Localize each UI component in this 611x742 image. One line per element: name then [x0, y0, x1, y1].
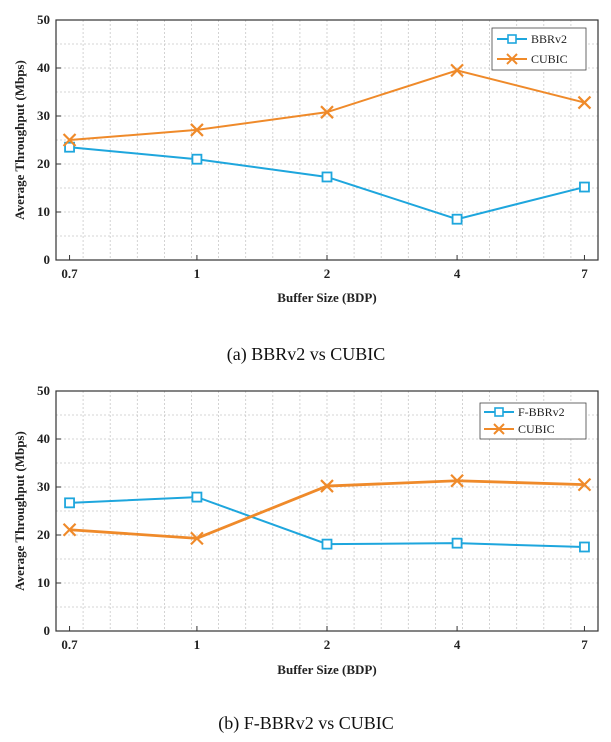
legend-marker-bbr-b: [494, 407, 504, 417]
chart-a: 0 10 20 30 40 50 0.7 1 2 4 7 Buffer Size (BDP) Av…: [12, 12, 599, 365]
caption-a: (a) BBRv2 vs CUBIC: [227, 344, 386, 365]
point-a-0-0: [64, 141, 75, 153]
series-b: [62, 473, 592, 553]
legend-marker-cubic-b: [493, 423, 505, 435]
y-axis-label-a: Average Throughput (Mbps): [12, 60, 27, 220]
y-tick-label-a-5: 50: [37, 12, 50, 27]
x-axis-label-b: Buffer Size (BDP): [277, 662, 376, 677]
y-tick-label-a-3: 30: [37, 108, 50, 123]
grid-b: [56, 391, 598, 631]
x-ticks-a: 0.7 1 2 4 7: [61, 255, 588, 281]
point-b-1-2: [320, 479, 334, 493]
point-a-0-1: [191, 153, 203, 165]
y-tick-label-a-0: 0: [44, 252, 51, 267]
y-tick-label-b-1: 10: [37, 575, 50, 590]
x-tick-label-b-0: 0.7: [61, 637, 78, 652]
y-tick-label-a-2: 20: [37, 156, 50, 171]
legend-label-bbr-a: BBRv2: [531, 32, 567, 46]
legend-label-bbr-b: F-BBRv2: [518, 405, 565, 419]
point-a-1-4: [577, 95, 592, 110]
x-axis-label-a: Buffer Size (BDP): [277, 290, 376, 305]
x-tick-label-b-1: 1: [194, 637, 201, 652]
point-a-0-4: [579, 181, 590, 193]
y-axis-label-b: Average Throughput (Mbps): [12, 431, 27, 591]
legend-label-cubic-b: CUBIC: [518, 422, 555, 436]
point-b-1-1: [190, 531, 204, 546]
legend-a: BBRv2 CUBIC: [491, 27, 587, 71]
x-tick-label-a-1: 1: [194, 266, 201, 281]
y-ticks-a: 0 10 20 30 40 50: [37, 12, 61, 267]
point-b-0-1: [191, 491, 203, 503]
point-a-1-3: [450, 63, 464, 78]
legend-marker-cubic-a: [506, 53, 518, 65]
point-b-1-3: [450, 473, 464, 488]
legend-b: F-BBRv2 CUBIC: [479, 402, 587, 440]
point-a-1-0: [62, 133, 77, 147]
y-tick-label-a-4: 40: [37, 60, 50, 75]
x-tick-label-b-4: 7: [581, 637, 588, 652]
point-a-0-3: [451, 213, 463, 225]
point-b-1-0: [62, 522, 77, 537]
x-tick-label-b-3: 4: [454, 637, 461, 652]
series-a: [62, 63, 592, 225]
point-a-1-2: [320, 105, 334, 119]
x-tick-label-a-2: 2: [324, 266, 331, 281]
point-b-0-3: [451, 537, 463, 549]
x-tick-label-b-2: 2: [324, 637, 331, 652]
x-tick-label-a-3: 4: [454, 266, 461, 281]
point-b-0-4: [579, 541, 590, 553]
legend-label-cubic-a: CUBIC: [531, 52, 568, 66]
series-line-b-1: [69, 479, 585, 540]
x-ticks-b: 0.7 1 2 4 7: [61, 626, 588, 652]
y-tick-label-a-1: 10: [37, 204, 50, 219]
y-tick-label-b-2: 20: [37, 527, 50, 542]
y-tick-label-b-3: 30: [37, 479, 50, 494]
y-tick-label-b-0: 0: [44, 623, 51, 638]
chart-b: 0 10 20 30 40 50 0.7 1 2 4 7 Buffer Size (BDP) Av…: [12, 383, 599, 734]
point-a-1-1: [190, 123, 204, 137]
point-b-0-2: [321, 538, 333, 550]
point-b-0-0: [64, 497, 75, 509]
caption-b: (b) F-BBRv2 vs CUBIC: [218, 713, 394, 734]
point-b-1-4: [577, 477, 592, 492]
point-a-0-2: [321, 171, 333, 183]
y-tick-label-b-4: 40: [37, 431, 50, 446]
x-tick-label-a-0: 0.7: [61, 266, 78, 281]
y-tick-label-b-5: 50: [37, 383, 50, 398]
x-tick-label-a-4: 7: [581, 266, 588, 281]
grid-a: [56, 20, 598, 260]
legend-marker-bbr-a: [507, 34, 517, 44]
y-ticks-b: 0 10 20 30 40 50: [37, 383, 61, 638]
